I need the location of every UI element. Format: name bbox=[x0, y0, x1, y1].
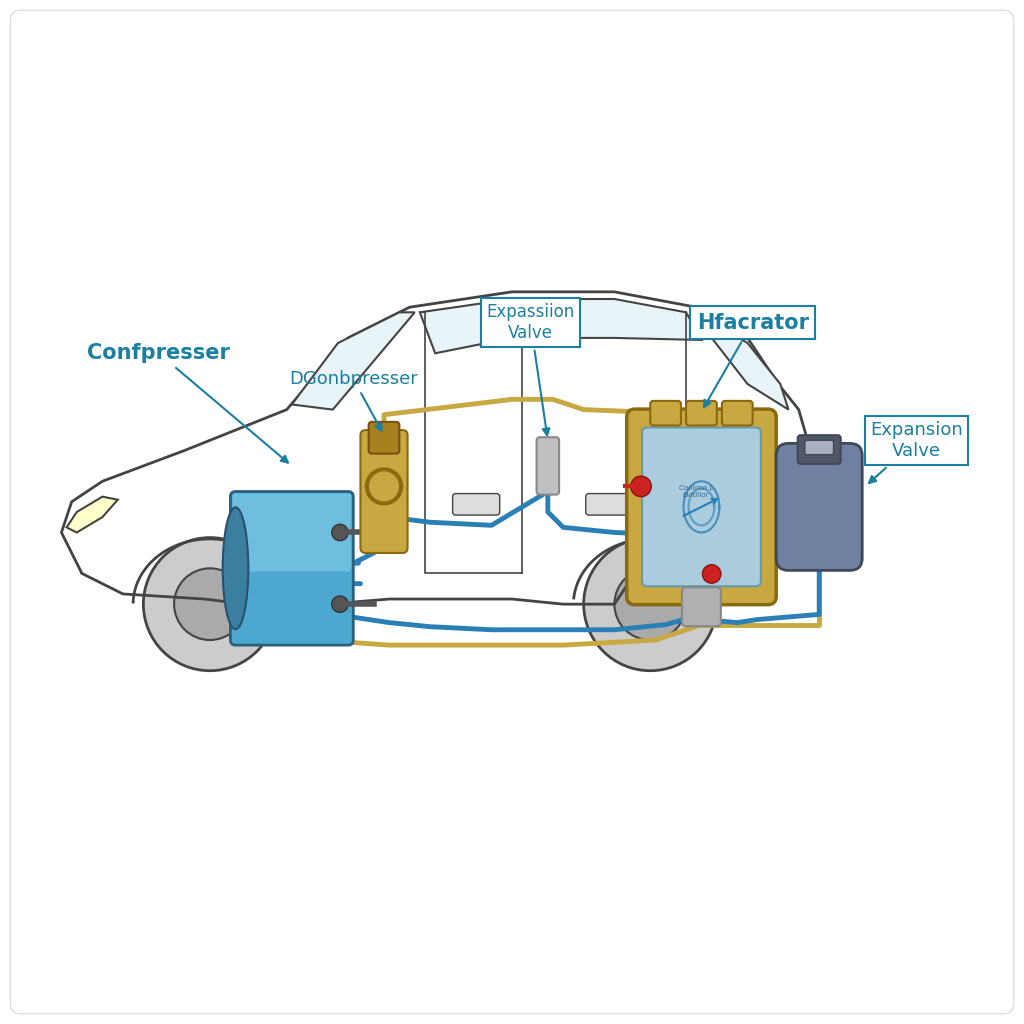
Circle shape bbox=[614, 568, 686, 640]
FancyBboxPatch shape bbox=[722, 400, 753, 426]
Text: Cooloon L
Evitillor: Cooloon L Evitillor bbox=[679, 485, 714, 498]
Polygon shape bbox=[292, 312, 415, 410]
Circle shape bbox=[143, 538, 276, 671]
FancyBboxPatch shape bbox=[798, 435, 841, 464]
FancyBboxPatch shape bbox=[10, 10, 1014, 1014]
Text: Hfacrator: Hfacrator bbox=[696, 312, 809, 408]
FancyBboxPatch shape bbox=[650, 400, 681, 426]
Polygon shape bbox=[420, 299, 512, 353]
Text: Confpresser: Confpresser bbox=[87, 343, 288, 463]
Circle shape bbox=[366, 468, 402, 505]
FancyBboxPatch shape bbox=[453, 494, 500, 515]
Ellipse shape bbox=[222, 507, 248, 629]
FancyBboxPatch shape bbox=[805, 440, 834, 455]
FancyBboxPatch shape bbox=[369, 422, 399, 454]
Polygon shape bbox=[67, 497, 118, 532]
Circle shape bbox=[370, 472, 398, 501]
FancyBboxPatch shape bbox=[232, 494, 351, 571]
FancyBboxPatch shape bbox=[627, 409, 776, 604]
Circle shape bbox=[174, 568, 246, 640]
FancyBboxPatch shape bbox=[776, 443, 862, 570]
Circle shape bbox=[702, 565, 721, 584]
FancyBboxPatch shape bbox=[537, 437, 559, 495]
Text: DGonbpresser: DGonbpresser bbox=[289, 370, 418, 431]
Polygon shape bbox=[522, 299, 701, 340]
FancyBboxPatch shape bbox=[360, 430, 408, 553]
Text: Expansion
Valve: Expansion Valve bbox=[869, 421, 963, 483]
FancyBboxPatch shape bbox=[230, 492, 353, 645]
Circle shape bbox=[332, 596, 348, 612]
FancyBboxPatch shape bbox=[682, 588, 721, 627]
Text: Expassiion
Valve: Expassiion Valve bbox=[486, 303, 574, 435]
Circle shape bbox=[332, 524, 348, 541]
FancyBboxPatch shape bbox=[586, 494, 633, 515]
FancyBboxPatch shape bbox=[642, 428, 761, 586]
Circle shape bbox=[584, 538, 717, 671]
Polygon shape bbox=[696, 312, 788, 410]
Circle shape bbox=[631, 476, 651, 497]
FancyBboxPatch shape bbox=[686, 400, 717, 426]
